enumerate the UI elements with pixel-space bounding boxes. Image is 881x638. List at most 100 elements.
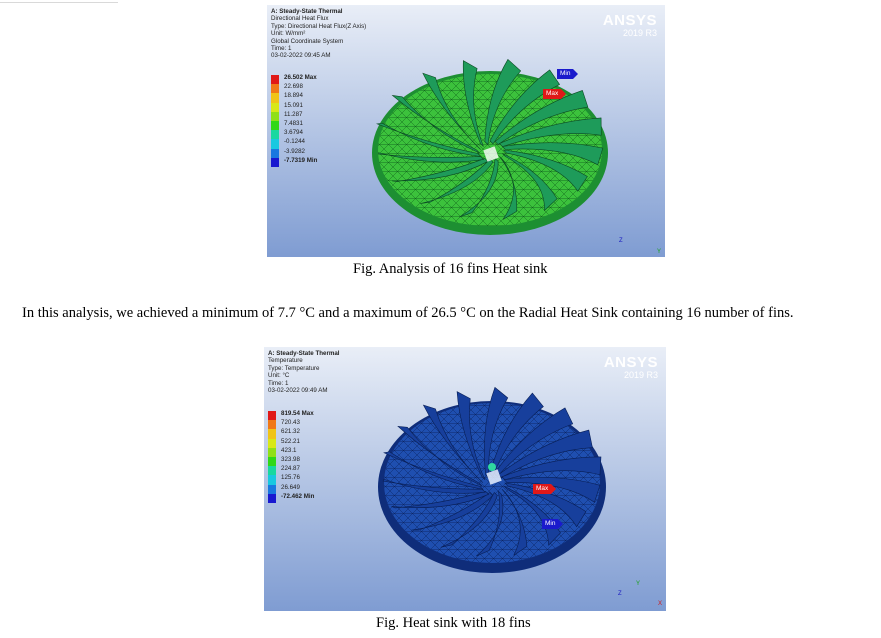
fin <box>499 156 518 220</box>
legend-value: 323.98 <box>281 456 300 464</box>
hub-hotspot <box>488 463 496 471</box>
legend-value: 15.091 <box>284 101 303 109</box>
fin <box>494 90 589 145</box>
result-date: 03-02-2022 09:49 AM <box>268 387 328 395</box>
legend-swatch <box>268 484 276 494</box>
hub <box>483 146 499 162</box>
fin <box>484 58 522 146</box>
fin <box>503 486 561 546</box>
legend-value: 26.649 <box>281 483 300 491</box>
legend-max: 819.54 Max <box>281 410 314 417</box>
legend-swatch <box>268 411 276 421</box>
result-type: Type: Directional Heat Flux(Z Axis) <box>271 22 367 30</box>
fin <box>489 392 544 478</box>
axis-z-label: Z <box>618 591 622 597</box>
fin <box>476 490 504 557</box>
fin <box>391 95 480 154</box>
axis-z-label: Z <box>619 238 623 244</box>
fin <box>493 407 574 477</box>
brand-version: 2019 R3 <box>622 28 657 38</box>
legend-labels: 819.54 Max 720.43 621.32 522.21 423.1 32… <box>281 409 314 501</box>
legend-value: 7.4831 <box>284 120 303 128</box>
max-marker: Max <box>533 484 557 494</box>
result-time: Time: 1 <box>268 379 289 387</box>
figure-16-fins: A: Steady-State Thermal Directional Heat… <box>267 5 665 257</box>
brand-name: ANSYS <box>603 354 658 371</box>
fin <box>440 491 498 548</box>
legend-swatch <box>268 438 276 448</box>
brand-name: ANSYS <box>602 12 657 29</box>
legend-labels: 26.502 Max 22.698 18.894 15.091 11.287 7… <box>284 73 317 165</box>
fin <box>502 153 558 212</box>
legend-swatch <box>268 466 276 476</box>
result-info: A: Steady-State Thermal Temperature Type… <box>268 350 340 394</box>
fin <box>484 386 509 479</box>
max-marker: Max <box>543 89 567 99</box>
fin <box>420 158 494 204</box>
fin <box>382 478 486 494</box>
caption-figure-1: Fig. Analysis of 16 fins Heat sink <box>353 261 548 277</box>
legend-min: -7.7319 Min <box>284 156 318 164</box>
fin <box>456 391 486 481</box>
analysis-title: A: Steady-State Thermal <box>271 8 343 15</box>
fin <box>501 488 528 556</box>
result-date: 03-02-2022 09:45 AM <box>271 52 331 60</box>
fin <box>375 122 482 157</box>
legend-value: 18.894 <box>284 92 303 100</box>
fin <box>498 429 593 479</box>
result-type: Type: Temperature <box>268 364 320 372</box>
legend-swatch <box>271 130 279 140</box>
fin <box>391 490 490 509</box>
fins-group <box>375 58 604 220</box>
fins-group <box>382 386 602 557</box>
fin <box>459 157 499 218</box>
legend-swatch <box>271 120 279 131</box>
legend-value: 423.1 <box>281 446 297 454</box>
legend-scale <box>268 411 276 503</box>
legend-swatch <box>271 139 279 149</box>
axis-x-label: X <box>658 601 663 607</box>
coordinate-system: Global Coordinate System <box>271 37 344 45</box>
legend-swatch <box>271 93 279 103</box>
min-marker: Min <box>542 519 565 529</box>
legend-swatch <box>268 420 276 430</box>
result-name: Temperature <box>268 357 303 365</box>
legend-scale <box>271 75 279 167</box>
heat-sink-18-fins-render <box>378 386 606 573</box>
legend-swatch <box>268 456 276 467</box>
result-name: Directional Heat Flux <box>271 15 329 23</box>
legend-value: -3.9282 <box>284 147 305 155</box>
legend-swatch <box>271 148 279 158</box>
legend-value: 522.21 <box>281 437 300 445</box>
legend-value: 3.6794 <box>284 129 303 137</box>
fin <box>501 142 604 166</box>
legend-swatch <box>268 475 276 485</box>
legend-value: -0.1244 <box>284 138 305 146</box>
fin <box>501 456 602 481</box>
legend-max: 26.502 Max <box>284 74 317 81</box>
fin <box>503 477 601 503</box>
legend-swatch <box>271 157 279 167</box>
figure-18-fins: A: Steady-State Thermal Temperature Type… <box>264 347 666 611</box>
legend-value: 125.76 <box>281 474 300 482</box>
legend-value: 621.32 <box>281 428 300 436</box>
legend-swatch <box>268 447 276 457</box>
min-marker: Min <box>557 69 580 79</box>
top-rule <box>0 2 118 3</box>
legend-swatch <box>268 493 276 503</box>
hub <box>486 469 502 485</box>
ansys-logo: ANSYS 2019 R3 <box>603 13 657 38</box>
fin <box>422 72 481 150</box>
fin <box>397 425 483 487</box>
fin <box>502 149 588 192</box>
analysis-title: A: Steady-State Thermal <box>268 350 340 357</box>
legend-swatch <box>271 102 279 112</box>
legend-swatch <box>268 429 276 439</box>
fin <box>422 404 484 483</box>
fin <box>383 451 484 490</box>
legend-min: -72.462 Min <box>281 492 315 500</box>
legend-value: 224.87 <box>281 465 300 473</box>
legend-swatch <box>271 111 279 121</box>
axis-y-label: Y <box>657 249 662 255</box>
legend-swatch <box>271 75 279 85</box>
